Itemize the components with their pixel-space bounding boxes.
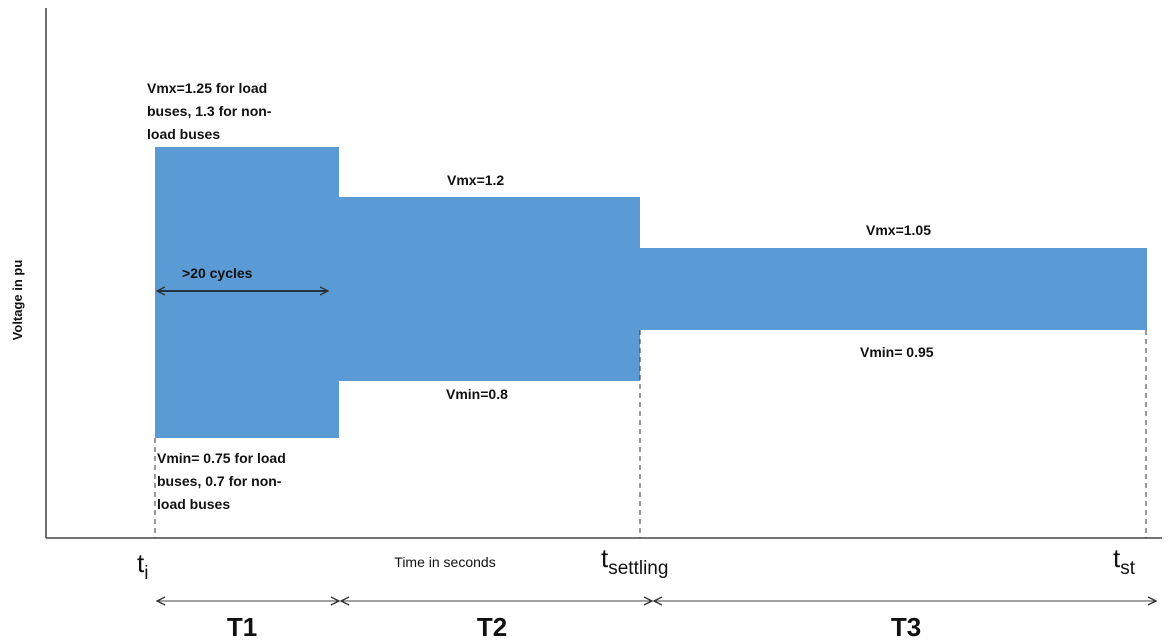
y-axis-label: Voltage in pu (10, 260, 25, 341)
t3-vmax-label: Vmx=1.05 (866, 222, 931, 238)
period-t3-label: T3 (891, 612, 921, 642)
tst-label: tst (1113, 543, 1136, 579)
period-t2-label: T2 (477, 612, 507, 642)
t1-vmax-label: Vmx=1.25 for load buses, 1.3 for non- lo… (147, 80, 275, 142)
t3-vmin-label: Vmin= 0.95 (860, 344, 934, 360)
ti-label: ti (137, 548, 148, 584)
x-axis-label: Time in seconds (394, 554, 495, 570)
t2-vmin-label: Vmin=0.8 (446, 386, 508, 402)
t1-vmin-label: Vmin= 0.75 for load buses, 0.7 for non- … (157, 450, 290, 512)
band-t3 (639, 248, 1147, 330)
band-t2 (338, 197, 640, 381)
band-t1 (155, 147, 339, 438)
period-t1-label: T1 (227, 612, 257, 642)
t2-vmax-label: Vmx=1.2 (447, 172, 504, 188)
tsettling-label: tsettling (601, 543, 668, 579)
cycles-label: >20 cycles (182, 265, 253, 281)
